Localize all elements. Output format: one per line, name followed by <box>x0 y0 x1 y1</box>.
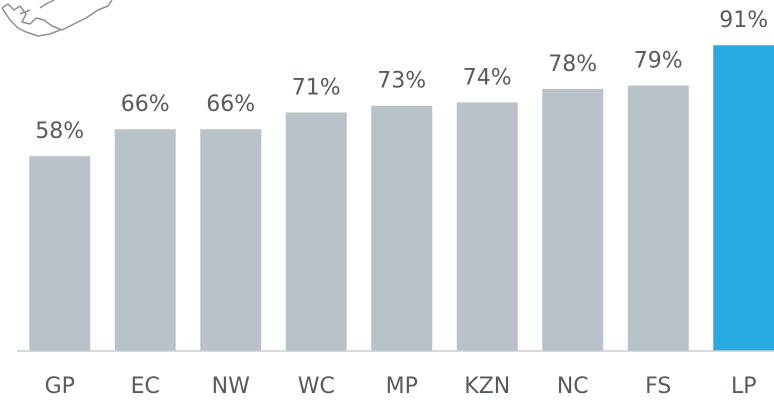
x-tick-label: WC <box>298 374 335 399</box>
bar <box>456 102 518 351</box>
value-label: 73% <box>377 69 426 94</box>
x-tick-label: NC <box>557 374 589 399</box>
value-label: 74% <box>463 65 512 90</box>
bar <box>114 129 176 351</box>
x-tick-label: LP <box>731 374 757 399</box>
x-tick-label: FS <box>645 374 671 399</box>
x-tick-label: KZN <box>464 374 510 399</box>
bar <box>29 156 91 351</box>
value-label: 79% <box>634 49 683 74</box>
bar <box>200 129 262 351</box>
map-icon <box>1 0 113 37</box>
x-tick-label: MP <box>386 374 418 399</box>
bar <box>627 85 689 351</box>
value-label: 78% <box>548 52 597 77</box>
value-label: 58% <box>35 119 84 144</box>
bar <box>285 112 347 351</box>
x-tick-label: EC <box>131 374 160 399</box>
bar <box>542 88 604 352</box>
x-tick-label: GP <box>45 374 75 399</box>
value-label: 66% <box>121 92 170 117</box>
value-label: 66% <box>206 92 255 117</box>
value-label: 71% <box>292 75 341 100</box>
value-label: 91% <box>719 8 768 33</box>
x-tick-label: NW <box>212 374 250 399</box>
bar <box>371 105 433 351</box>
bar <box>713 45 774 352</box>
